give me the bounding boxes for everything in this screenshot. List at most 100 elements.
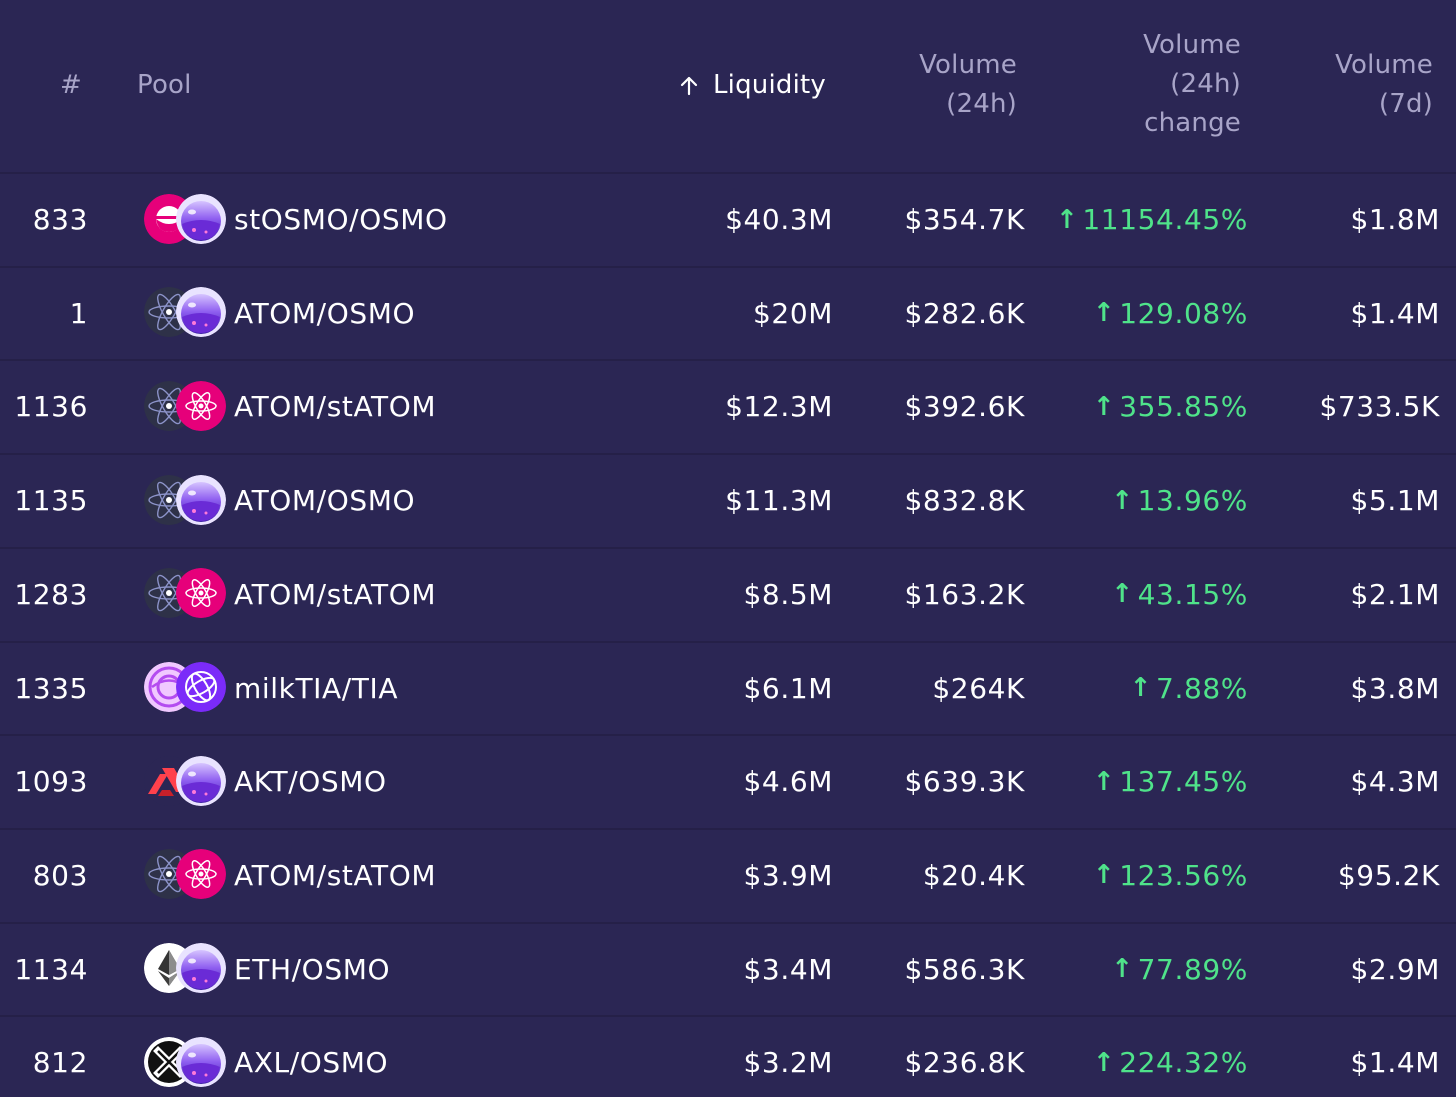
volume-change-value: ↑ 355.85%	[1093, 361, 1248, 452]
pool-cell[interactable]: ATOM/stATOM	[144, 549, 436, 640]
volume-7d-value: $1.8M	[1350, 203, 1440, 236]
volume-24h-value: $236.8K	[904, 1046, 1025, 1080]
pool-name: milkTIA/TIA	[234, 671, 399, 705]
pool-name: ATOM/stATOM	[234, 577, 437, 611]
table-row[interactable]: 1136 ATOM/stATOM $12.3M $392.6K ↑ 355.85…	[0, 359, 1456, 452]
pool-token-icons	[144, 754, 226, 810]
pool-id: 1135	[14, 484, 88, 518]
volume-24h-value: $392.6K	[904, 390, 1025, 424]
volume-24h-value: $354.7K	[904, 203, 1025, 236]
column-header-volume-24h-line2: (24h)	[946, 89, 1017, 119]
pool-name: AKT/OSMO	[234, 765, 387, 799]
liquidity-value: $40.3M	[725, 203, 833, 236]
liquidity-value: $12.3M	[725, 390, 833, 424]
volume-change-text: 355.85%	[1119, 390, 1248, 424]
statom-icon	[176, 380, 226, 431]
column-header-number[interactable]: #	[60, 70, 82, 100]
column-header-volume-change-line3: change	[1144, 108, 1241, 138]
arrow-up-icon: ↑	[1111, 579, 1134, 610]
arrow-up-icon: ↑	[1092, 391, 1116, 422]
table-row[interactable]: 803 ATOM/stATOM $3.9M $20.4K ↑ 123.56% $…	[0, 827, 1456, 921]
osmo-icon	[176, 474, 226, 525]
pool-token-icons	[144, 941, 226, 997]
volume-change-value: ↑ 13.96%	[1111, 455, 1248, 546]
volume-7d-value: $1.4M	[1350, 296, 1440, 330]
volume-change-value: ↑ 77.89%	[1111, 924, 1248, 1015]
pool-token-icons	[144, 192, 226, 248]
pool-cell[interactable]: ATOM/OSMO	[144, 268, 415, 359]
volume-7d-value: $2.9M	[1350, 952, 1440, 986]
column-header-volume-change-line1: Volume	[1143, 30, 1241, 60]
column-header-liquidity[interactable]: Liquidity	[677, 66, 826, 105]
liquidity-value: $4.6M	[743, 765, 833, 799]
pool-cell[interactable]: AXL/OSMO	[144, 1017, 388, 1097]
volume-change-text: 11154.45%	[1082, 203, 1248, 236]
column-header-volume-24h[interactable]: Volume (24h)	[919, 46, 1017, 124]
liquidity-value: $6.1M	[743, 671, 833, 705]
volume-change-value: ↑ 224.32%	[1093, 1017, 1248, 1097]
table-row[interactable]: 812 AXL/OSMO $3.2M $236.8K ↑ 224.32% $1.…	[0, 1015, 1456, 1097]
volume-change-value: ↑ 123.56%	[1093, 830, 1248, 921]
pool-name: ATOM/OSMO	[234, 484, 416, 518]
table-row[interactable]: 833 stOSMO/OSMO $40.3M $354.7K ↑ 11154.4…	[0, 172, 1456, 265]
column-header-volume-change[interactable]: Volume (24h) change	[1143, 26, 1241, 143]
pool-id: 1283	[14, 577, 88, 611]
volume-change-text: 123.56%	[1119, 858, 1248, 892]
table-row[interactable]: 1 ATOM/OSMO $20M $282.6K ↑ 129.08% $1.4M	[0, 265, 1456, 359]
pool-cell[interactable]: milkTIA/TIA	[144, 643, 398, 734]
pool-cell[interactable]: ATOM/OSMO	[144, 455, 415, 546]
volume-7d-value: $5.1M	[1350, 484, 1440, 518]
volume-change-text: 129.08%	[1119, 296, 1248, 330]
arrow-up-icon	[680, 76, 698, 95]
table-row[interactable]: 1134 ETH/OSMO $3.4M $586.3K ↑ 77.89% $2.…	[0, 921, 1456, 1015]
table-row[interactable]: 1135 ATOM/OSMO $11.3M $832.8K ↑ 13.96% $…	[0, 453, 1456, 546]
volume-7d-value: $4.3M	[1350, 765, 1440, 799]
pool-cell[interactable]: ATOM/stATOM	[144, 830, 436, 921]
liquidity-value: $3.4M	[743, 952, 833, 986]
column-header-volume-change-line2: (24h)	[1170, 69, 1241, 99]
arrow-up-icon: ↑	[1129, 673, 1153, 703]
liquidity-value: $20M	[752, 296, 833, 330]
volume-24h-value: $639.3K	[904, 765, 1025, 799]
volume-change-value: ↑ 43.15%	[1111, 549, 1248, 640]
volume-7d-value: $2.1M	[1350, 577, 1440, 611]
table-row[interactable]: 1283 ATOM/stATOM $8.5M $163.2K ↑ 43.15% …	[0, 546, 1456, 640]
pool-token-icons	[144, 660, 226, 716]
column-header-pool[interactable]: Pool	[137, 70, 192, 100]
arrow-up-icon: ↑	[1092, 860, 1116, 891]
pool-token-icons	[144, 1035, 226, 1091]
volume-24h-value: $20.4K	[922, 858, 1025, 892]
pool-id: 1136	[14, 390, 88, 424]
liquidity-value: $3.9M	[743, 858, 833, 892]
pool-token-icons	[144, 285, 226, 341]
pool-cell[interactable]: AKT/OSMO	[144, 736, 387, 827]
pool-name: ETH/OSMO	[234, 952, 391, 986]
column-header-volume-24h-line1: Volume	[919, 50, 1017, 80]
pool-cell[interactable]: stOSMO/OSMO	[144, 174, 448, 265]
column-header-liquidity-label: Liquidity	[712, 70, 826, 100]
osmo-icon	[176, 193, 226, 244]
pool-id: 1134	[14, 952, 88, 986]
pool-name: stOSMO/OSMO	[234, 203, 448, 236]
volume-7d-value: $1.4M	[1350, 1046, 1440, 1080]
table-row[interactable]: 1093 AKT/OSMO $4.6M $639.3K ↑ 137.45% $4…	[0, 734, 1456, 827]
arrow-up-icon: ↑	[1092, 298, 1116, 329]
pool-cell[interactable]: ETH/OSMO	[144, 924, 390, 1015]
volume-change-value: ↑ 129.08%	[1093, 268, 1248, 359]
column-header-volume-7d[interactable]: Volume (7d)	[1335, 46, 1433, 124]
liquidity-value: $3.2M	[743, 1046, 833, 1080]
volume-24h-value: $832.8K	[904, 484, 1025, 518]
volume-change-text: 77.89%	[1137, 952, 1248, 986]
volume-change-value: ↑ 7.88%	[1130, 643, 1248, 734]
pool-id: 833	[32, 203, 88, 236]
arrow-up-icon: ↑	[1092, 1047, 1116, 1078]
volume-change-value: ↑ 137.45%	[1093, 736, 1248, 827]
pool-cell[interactable]: ATOM/stATOM	[144, 361, 436, 452]
osmo-icon	[176, 1036, 226, 1087]
column-header-volume-7d-line2: (7d)	[1378, 89, 1433, 119]
liquidity-value: $8.5M	[743, 577, 833, 611]
arrow-up-icon: ↑	[1056, 204, 1079, 235]
liquidity-value: $11.3M	[725, 484, 833, 518]
arrow-up-icon: ↑	[1111, 485, 1134, 516]
table-row[interactable]: 1335 milkTIA/TIA $6.1M $264K ↑ 7.88% $3.…	[0, 640, 1456, 734]
